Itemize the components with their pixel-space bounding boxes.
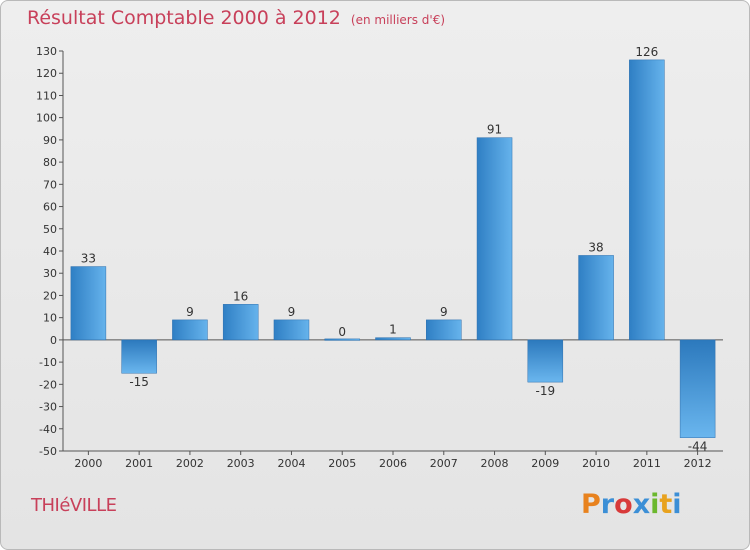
y-tick-label: 30 (43, 267, 57, 280)
y-tick-label: 110 (36, 89, 57, 102)
x-tick-label: 2002 (176, 457, 204, 470)
bar-2004 (273, 319, 310, 341)
chart-subtitle: (en milliers d'€) (350, 13, 446, 27)
bar-2010 (578, 255, 614, 341)
y-tick-label: 20 (43, 289, 57, 302)
y-tick-label: 80 (43, 156, 57, 169)
chart-title-text: Résultat Comptable 2000 à 2012 (27, 7, 341, 29)
x-tick-label: 2006 (379, 457, 407, 470)
y-tick-label: -40 (39, 423, 57, 436)
data-label: -44 (688, 440, 708, 454)
x-tick-label: 2003 (227, 457, 255, 470)
logo-letter: i (650, 489, 660, 520)
data-label: 33 (81, 252, 96, 266)
bar-2007 (426, 319, 462, 341)
y-tick-label: -20 (39, 378, 57, 391)
x-tick-label: 2005 (328, 457, 356, 470)
y-tick-label: 0 (50, 334, 57, 347)
x-tick-label: 2000 (74, 457, 102, 470)
y-tick-label: 40 (43, 245, 57, 258)
logo-letter: i (672, 489, 682, 520)
data-label: 126 (635, 45, 658, 59)
chart-title: Résultat Comptable 2000 à 2012 (en millie… (27, 7, 445, 29)
bar-2006 (375, 337, 411, 341)
data-label: 16 (233, 289, 248, 303)
y-tick-label: 60 (43, 201, 57, 214)
logo-letter: o (614, 489, 633, 520)
bar-2005 (324, 338, 360, 341)
data-label: -15 (129, 375, 149, 389)
x-tick-label: 2001 (125, 457, 153, 470)
x-tick-label: 2009 (531, 457, 559, 470)
x-tick-label: 2012 (684, 457, 712, 470)
data-label: 9 (288, 305, 296, 319)
bar-2009 (527, 339, 564, 383)
bar-2002 (172, 319, 208, 341)
y-tick-label: 70 (43, 178, 57, 191)
data-label: 1 (389, 323, 397, 337)
bar-2001 (121, 339, 157, 374)
logo-letter: t (659, 489, 673, 520)
y-tick-label: -10 (39, 356, 57, 369)
bar-2003 (222, 304, 259, 341)
y-tick-label: -50 (39, 445, 57, 458)
bar-2000 (70, 266, 107, 341)
bar-2012 (679, 339, 716, 438)
y-tick-label: 120 (36, 67, 57, 80)
x-tick-label: 2007 (430, 457, 458, 470)
y-tick-label: 50 (43, 223, 57, 236)
x-tick-label: 2010 (582, 457, 610, 470)
data-label: 9 (186, 305, 194, 319)
bar-2008 (476, 137, 513, 341)
data-label: 38 (588, 240, 603, 254)
logo-letter: P (581, 489, 601, 520)
data-label: 9 (440, 305, 448, 319)
logo-letter: r (600, 489, 615, 520)
y-tick-label: 100 (36, 112, 57, 125)
city-name: THIéVILLE (31, 495, 117, 516)
x-tick-label: 2008 (481, 457, 509, 470)
y-tick-label: -30 (39, 401, 57, 414)
x-tick-label: 2004 (277, 457, 305, 470)
bar-2011 (629, 59, 665, 341)
data-label: -19 (536, 384, 556, 398)
y-tick-label: 130 (36, 45, 57, 58)
x-tick-label: 2011 (633, 457, 661, 470)
proxiti-logo: Proxiti (581, 489, 682, 520)
y-tick-label: 10 (43, 312, 57, 325)
y-tick-label: 90 (43, 134, 57, 147)
data-label: 91 (487, 123, 502, 137)
data-label: 0 (338, 325, 346, 339)
logo-letter: x (632, 489, 651, 520)
